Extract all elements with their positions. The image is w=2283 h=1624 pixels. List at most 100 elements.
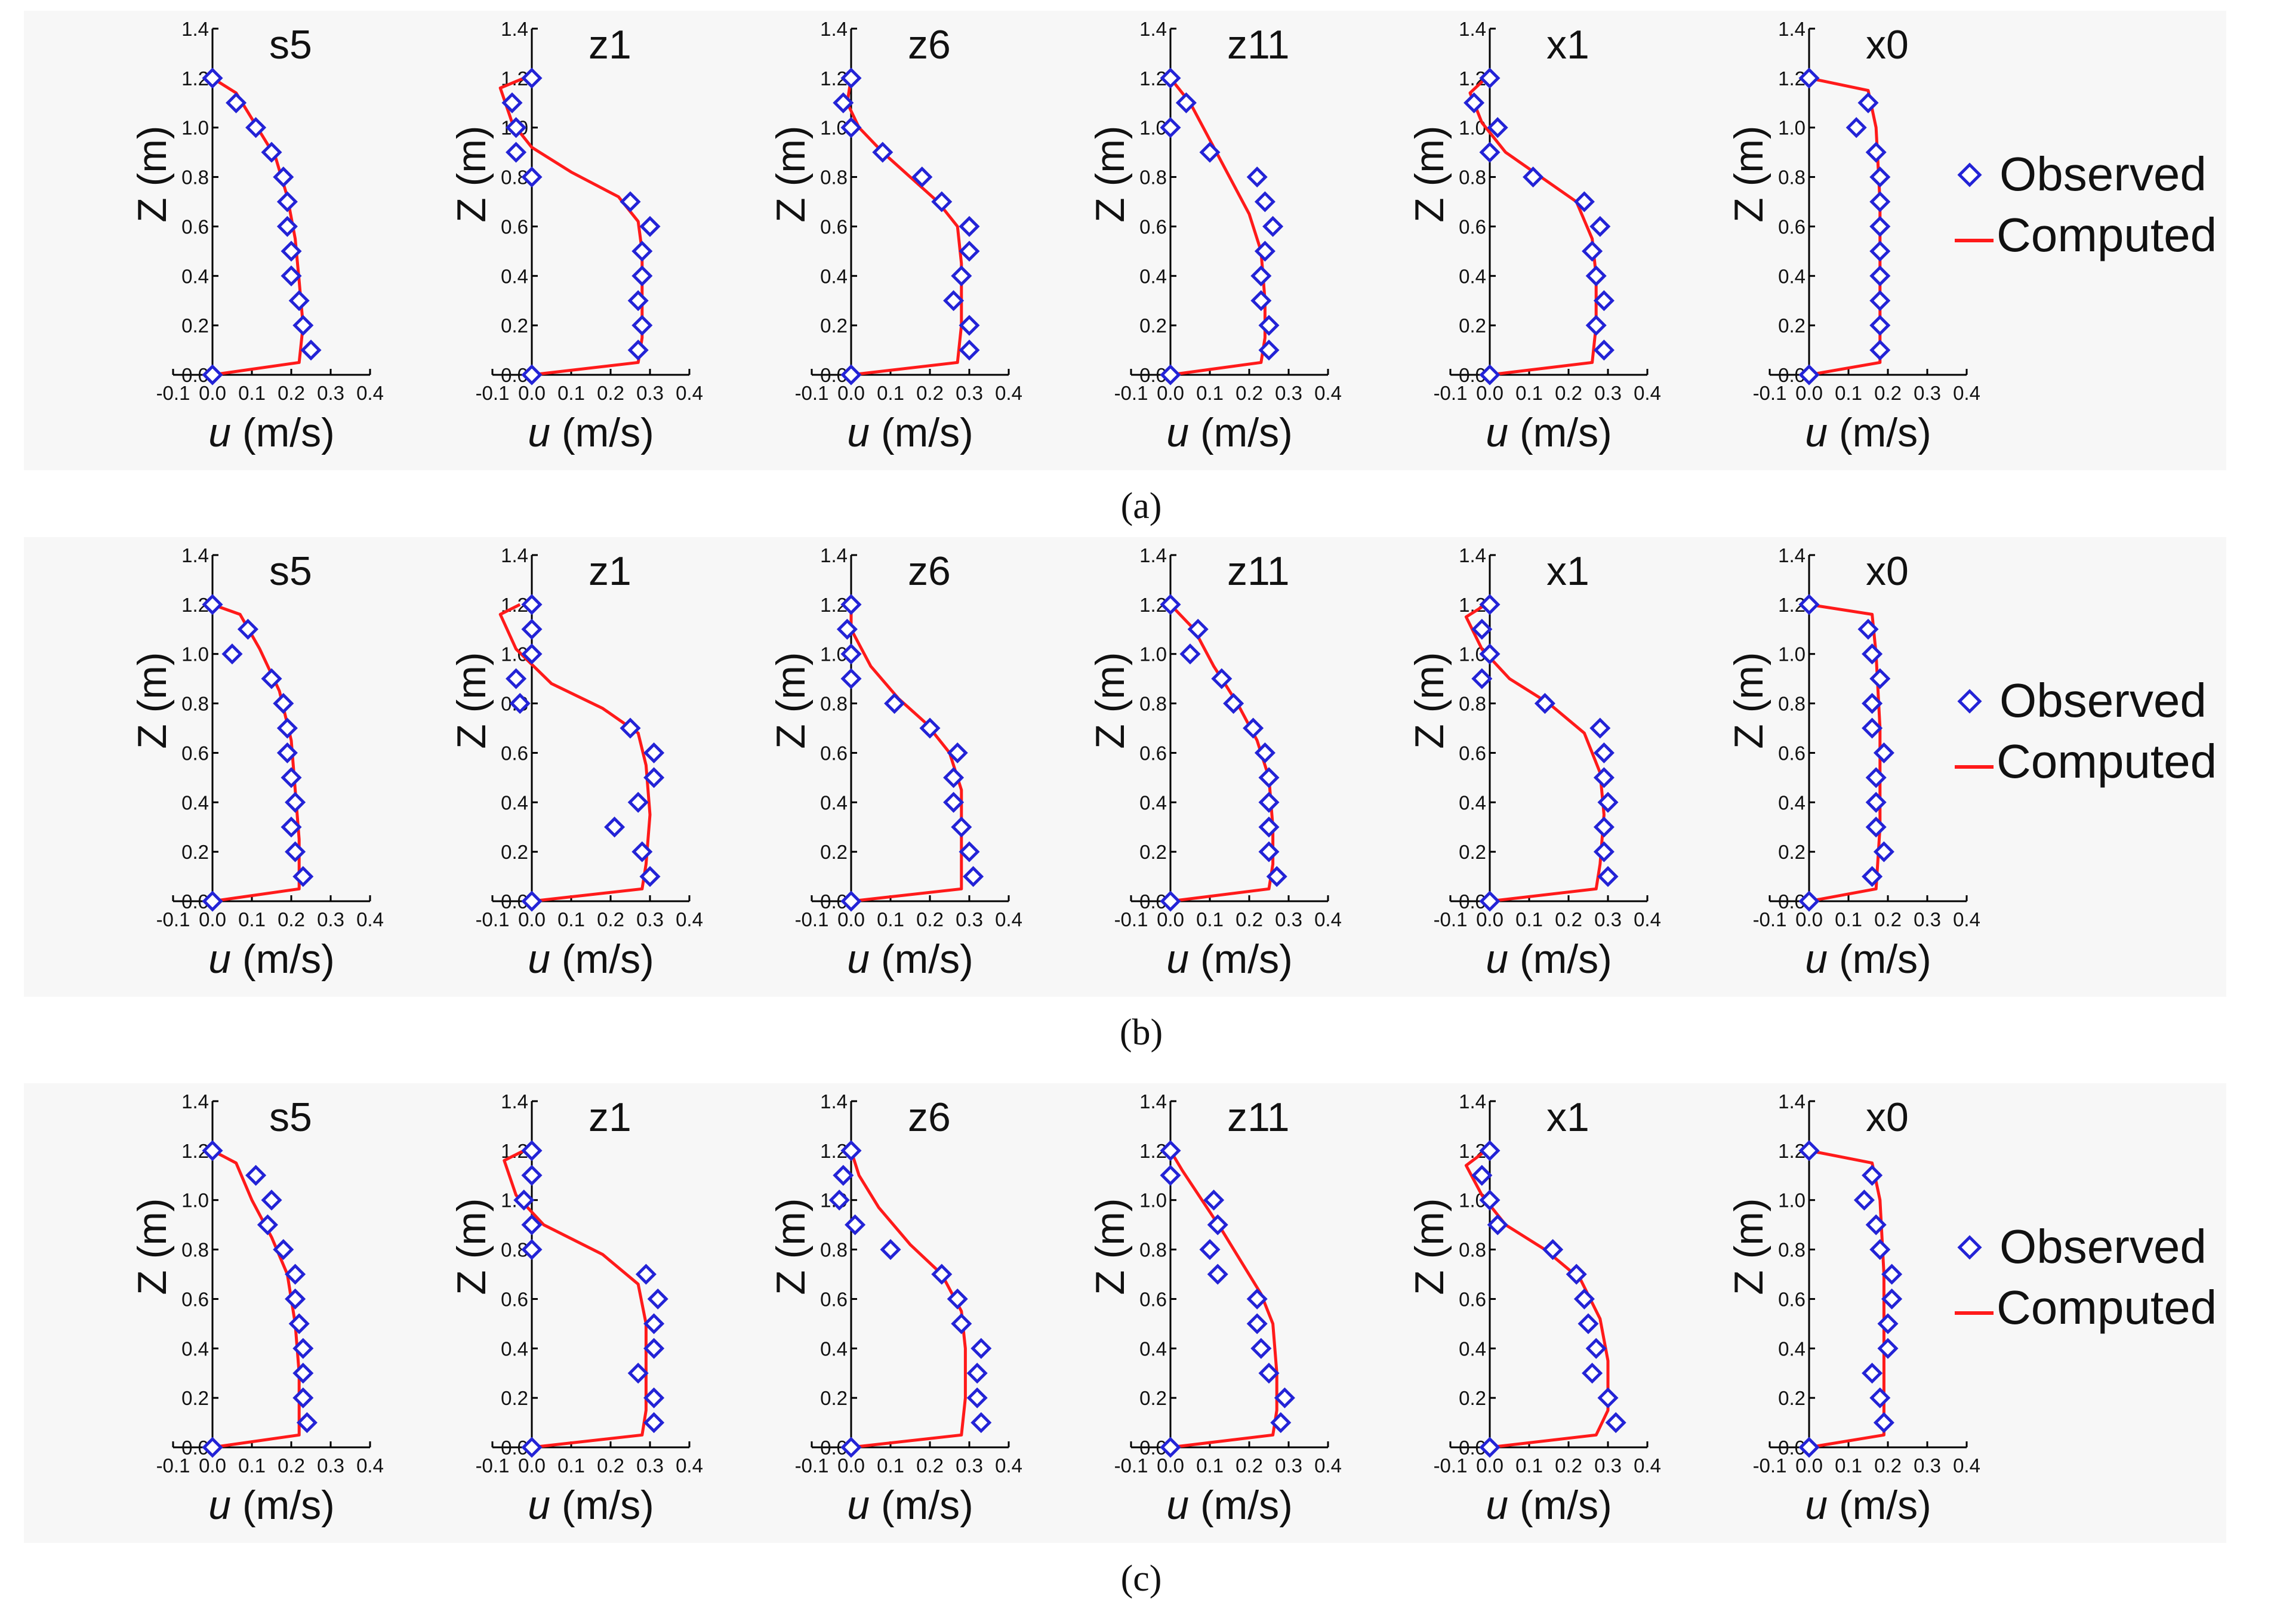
chart-title: z6	[908, 1095, 951, 1140]
y-axis-label: Z (m)	[1726, 652, 1771, 748]
x-axis-label-unit: (m/s)	[1508, 1483, 1612, 1528]
observed-point	[288, 1313, 310, 1335]
x-axis-label: u (m/s)	[1805, 1483, 1931, 1528]
observed-point	[1160, 594, 1181, 615]
x-tick-label: -0.1	[156, 908, 190, 930]
observed-point	[643, 742, 665, 763]
x-tick-label: 0.2	[1874, 908, 1902, 930]
row-caption: (a)	[1121, 486, 1162, 526]
observed-point	[1582, 241, 1603, 262]
observed-point	[292, 1338, 314, 1359]
x-tick-label: 0.1	[877, 382, 904, 404]
y-tick-label: 0.6	[181, 742, 209, 764]
observed-point	[292, 866, 314, 888]
computed-line	[849, 604, 963, 903]
observed-point	[276, 191, 298, 212]
chart-title: z6	[908, 548, 951, 594]
x-axis-label: u (m/s)	[847, 410, 973, 455]
chart-title: x0	[1866, 548, 1909, 594]
x-axis-label-unit: (m/s)	[870, 936, 973, 982]
y-tick-label: 1.4	[1459, 1090, 1486, 1113]
x-tick-label: 0.3	[636, 908, 664, 930]
row-caption: (c)	[1121, 1558, 1162, 1599]
observed-point	[828, 1190, 850, 1211]
observed-point	[276, 215, 298, 237]
x-axis-label-symbol: u	[1166, 936, 1189, 982]
observed-point	[1873, 1412, 1894, 1434]
observed-point	[1258, 841, 1280, 862]
observed-point	[1862, 1363, 1883, 1384]
y-tick-label: 0.4	[1139, 791, 1167, 813]
y-tick-label: 0.4	[501, 791, 528, 813]
x-axis-label-symbol: u	[1486, 1483, 1508, 1528]
observed-point	[951, 816, 972, 838]
observed-point	[620, 717, 641, 739]
y-tick-label: 0.4	[1778, 791, 1806, 813]
observed-point	[947, 742, 968, 763]
observed-point	[1203, 1190, 1225, 1211]
x-axis-label-unit: (m/s)	[550, 410, 654, 455]
observed-point	[1869, 315, 1891, 336]
observed-point	[1160, 1164, 1181, 1186]
observed-point	[631, 841, 653, 862]
observed-point	[836, 618, 858, 640]
y-tick-label: 0.8	[181, 693, 209, 715]
legend: Observed Computed	[1955, 147, 2217, 261]
legend-computed-label: Computed	[1997, 1281, 2217, 1334]
y-tick-label: 0.6	[1778, 1288, 1806, 1310]
x-tick-label: 0.4	[676, 908, 703, 930]
x-tick-label: -0.1	[795, 908, 829, 930]
x-tick-label: 0.0	[1795, 908, 1823, 930]
x-axis-label: u (m/s)	[1805, 936, 1931, 982]
x-tick-label: 0.1	[877, 1454, 904, 1477]
x-tick-label: 0.1	[1196, 908, 1224, 930]
y-tick-label: 1.0	[1778, 1190, 1806, 1212]
x-tick-label: -0.1	[1753, 382, 1787, 404]
observed-point	[1243, 717, 1264, 739]
y-axis-label: Z (m)	[1087, 125, 1133, 222]
observed-point	[1585, 315, 1607, 336]
x-tick-label: -0.1	[1753, 1454, 1787, 1477]
legend-observed-marker	[1957, 689, 1982, 714]
observed-point	[281, 767, 302, 788]
observed-point	[643, 1338, 665, 1359]
chart-panel-b-s5: -0.1 0.0 0.1 0.2 0.3 0.40.00.20.40.60.81.01.2…	[130, 544, 384, 982]
observed-point	[951, 265, 972, 286]
observed-point	[1254, 191, 1275, 212]
chart-title: z1	[589, 22, 631, 67]
observed-point	[273, 167, 294, 188]
x-tick-label: -0.1	[476, 908, 510, 930]
observed-point	[521, 1140, 543, 1161]
x-tick-label: 0.4	[1314, 382, 1342, 404]
observed-point	[1534, 693, 1555, 714]
chart-panel-c-z6: -0.10.00.10.20.30.40.00.20.40.60.81.01.2…	[768, 1090, 1022, 1528]
x-tick-label: -0.1	[795, 382, 829, 404]
observed-point	[919, 717, 941, 739]
observed-point	[840, 67, 862, 89]
observed-point	[1593, 816, 1615, 838]
x-axis-label-unit: (m/s)	[1508, 936, 1612, 982]
y-tick-label: 0.6	[1139, 742, 1167, 764]
observed-point	[292, 1387, 314, 1409]
observed-point	[1798, 594, 1820, 615]
observed-point	[840, 668, 862, 689]
observed-point	[1593, 841, 1615, 862]
observed-point	[1160, 1140, 1181, 1161]
observed-point	[521, 1164, 543, 1186]
y-tick-label: 0.2	[501, 1387, 528, 1409]
chart-title: x1	[1546, 22, 1589, 67]
observed-point	[237, 618, 258, 640]
observed-point	[1865, 791, 1887, 813]
x-tick-label: 0.3	[1914, 382, 1941, 404]
observed-point	[1246, 1313, 1268, 1335]
observed-point	[627, 290, 649, 312]
x-tick-label: 0.4	[995, 382, 1022, 404]
observed-point	[966, 1363, 988, 1384]
observed-point	[261, 668, 282, 689]
x-axis-label-symbol: u	[1486, 936, 1508, 982]
y-tick-label: 0.8	[1139, 167, 1167, 189]
x-tick-label: 0.0	[1795, 382, 1823, 404]
y-tick-label: 1.4	[1139, 18, 1167, 40]
x-tick-label: 0.2	[1236, 382, 1263, 404]
